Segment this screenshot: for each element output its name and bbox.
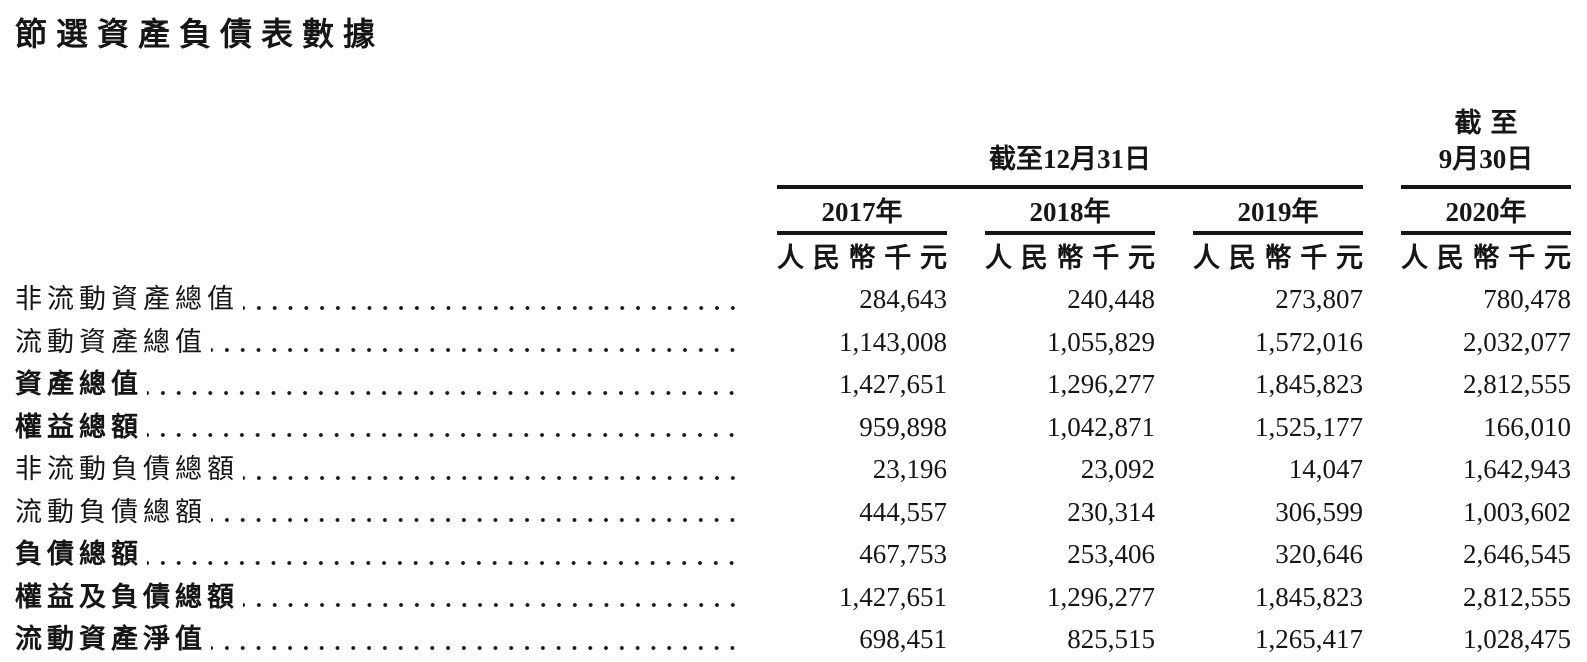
row-value-2017: 444,557 (859, 496, 947, 527)
row-value-2020: 1,642,943 (1463, 454, 1571, 484)
header-year-2017: 2017年 (777, 189, 947, 235)
dot-leader (211, 490, 739, 533)
header-unit-2018: 人民幣千元 (985, 243, 1155, 273)
header-unit-2019: 人民幣千元 (1193, 243, 1363, 273)
row-label: 負債總額 (15, 539, 143, 569)
row-value-2020: 1,028,475 (1463, 624, 1571, 654)
row-value-2018: 1,055,829 (1047, 326, 1155, 357)
row-value-2019: 1,525,177 (1255, 411, 1363, 442)
table-row: 負債總額 467,753 253,406 320,646 2,646,545 (0, 533, 1587, 576)
dot-leader (243, 448, 739, 491)
header-year-2020: 2020年 (1401, 189, 1571, 235)
row-value-2020: 2,812,555 (1463, 581, 1571, 612)
table-row: 流動負債總額 444,557 230,314 306,599 1,003,602 (0, 490, 1587, 533)
row-value-2018: 253,406 (1067, 539, 1155, 569)
row-value-2018: 23,092 (1080, 454, 1155, 484)
row-value-2020: 1,003,602 (1463, 496, 1571, 527)
row-label: 權益及負債總額 (15, 581, 239, 612)
table-header-years-row: 2017年 2018年 2019年 2020年 (0, 189, 1587, 235)
row-value-2020: 166,010 (1483, 411, 1571, 442)
table-row: 資產總值 1,427,651 1,296,277 1,845,823 2,812… (0, 363, 1587, 406)
header-period-sep30: 截至 9月30日 (1401, 105, 1571, 189)
row-value-2017: 23,196 (872, 454, 947, 484)
row-label-cell: 權益總額 (15, 405, 739, 448)
row-value-2017: 698,451 (859, 624, 947, 654)
table-row: 非流動資產總值 284,643 240,448 273,807 780,478 (0, 278, 1587, 321)
row-value-2018: 1,042,871 (1047, 411, 1155, 442)
table-row: 權益及負債總額 1,427,651 1,296,277 1,845,823 2,… (0, 575, 1587, 618)
header-period-dec31: 截至12月31日 (777, 105, 1363, 189)
row-value-2020: 2,646,545 (1463, 539, 1571, 569)
row-value-2020: 2,812,555 (1463, 369, 1571, 399)
row-value-2017: 284,643 (859, 284, 947, 314)
header-year-2019: 2019年 (1193, 189, 1363, 235)
header-spacer (15, 105, 739, 189)
row-label: 資產總值 (15, 369, 143, 399)
row-value-2019: 320,646 (1275, 539, 1363, 569)
row-label-cell: 非流動負債總額 (15, 448, 739, 491)
row-value-2019: 1,265,417 (1255, 624, 1363, 654)
row-label: 流動負債總額 (15, 496, 207, 527)
row-label-cell: 權益及負債總額 (15, 575, 739, 618)
row-label-cell: 流動負債總額 (15, 490, 739, 533)
row-value-2020: 780,478 (1483, 284, 1571, 314)
row-value-2017: 1,427,651 (839, 581, 947, 612)
header-period-sep30-line1: 截至 (1454, 108, 1527, 138)
table-row: 流動資產淨值 698,451 825,515 1,265,417 1,028,4… (0, 618, 1587, 661)
table-row: 流動資產總值 1,143,008 1,055,829 1,572,016 2,0… (0, 320, 1587, 363)
row-label: 權益總額 (15, 411, 143, 442)
header-spacer (15, 189, 739, 235)
table-row: 權益總額 959,898 1,042,871 1,525,177 166,010 (0, 405, 1587, 448)
header-spacer (15, 235, 739, 278)
row-label: 非流動資產總值 (15, 284, 239, 314)
table-body: 非流動資產總值 284,643 240,448 273,807 780,478 … (0, 278, 1587, 661)
page-title: 節選資產負債表數據 (15, 16, 385, 52)
header-unit-2017: 人民幣千元 (777, 243, 947, 273)
table-row: 非流動負債總額 23,196 23,092 14,047 1,642,943 (0, 448, 1587, 491)
row-value-2017: 467,753 (859, 539, 947, 569)
row-label-cell: 流動資產總值 (15, 320, 739, 363)
header-period-sep30-line2: 9月30日 (1438, 144, 1534, 174)
dot-leader (147, 405, 739, 448)
dot-leader (211, 618, 739, 661)
row-value-2020: 2,032,077 (1463, 326, 1571, 357)
header-unit-2020: 人民幣千元 (1401, 243, 1571, 273)
dot-leader (211, 320, 739, 363)
row-label-cell: 資產總值 (15, 363, 739, 406)
row-value-2019: 1,845,823 (1255, 369, 1363, 399)
row-value-2017: 959,898 (859, 411, 947, 442)
row-label: 非流動負債總額 (15, 454, 239, 484)
row-value-2017: 1,427,651 (839, 369, 947, 399)
row-value-2018: 230,314 (1067, 496, 1155, 527)
row-value-2019: 14,047 (1288, 454, 1363, 484)
dot-leader (147, 363, 739, 406)
row-value-2018: 240,448 (1067, 284, 1155, 314)
row-label-cell: 流動資產淨值 (15, 618, 739, 661)
row-label-cell: 非流動資產總值 (15, 278, 739, 321)
row-value-2018: 1,296,277 (1047, 369, 1155, 399)
dot-leader (147, 533, 739, 576)
row-value-2018: 1,296,277 (1047, 581, 1155, 612)
dot-leader (243, 278, 739, 321)
header-year-2018: 2018年 (985, 189, 1155, 235)
balance-sheet-table: 截至12月31日 截至 9月30日 2017年 2018年 2019年 2020… (0, 105, 1587, 661)
table-header-period-row: 截至12月31日 截至 9月30日 (0, 105, 1587, 189)
row-label-cell: 負債總額 (15, 533, 739, 576)
dot-leader (243, 575, 739, 618)
row-value-2018: 825,515 (1067, 624, 1155, 654)
row-value-2019: 273,807 (1275, 284, 1363, 314)
row-value-2019: 306,599 (1275, 496, 1363, 527)
row-value-2017: 1,143,008 (839, 326, 947, 357)
table-header-units-row: 人民幣千元 人民幣千元 人民幣千元 人民幣千元 (0, 235, 1587, 278)
row-value-2019: 1,572,016 (1255, 326, 1363, 357)
row-label: 流動資產淨值 (15, 624, 207, 654)
row-label: 流動資產總值 (15, 326, 207, 357)
row-value-2019: 1,845,823 (1255, 581, 1363, 612)
